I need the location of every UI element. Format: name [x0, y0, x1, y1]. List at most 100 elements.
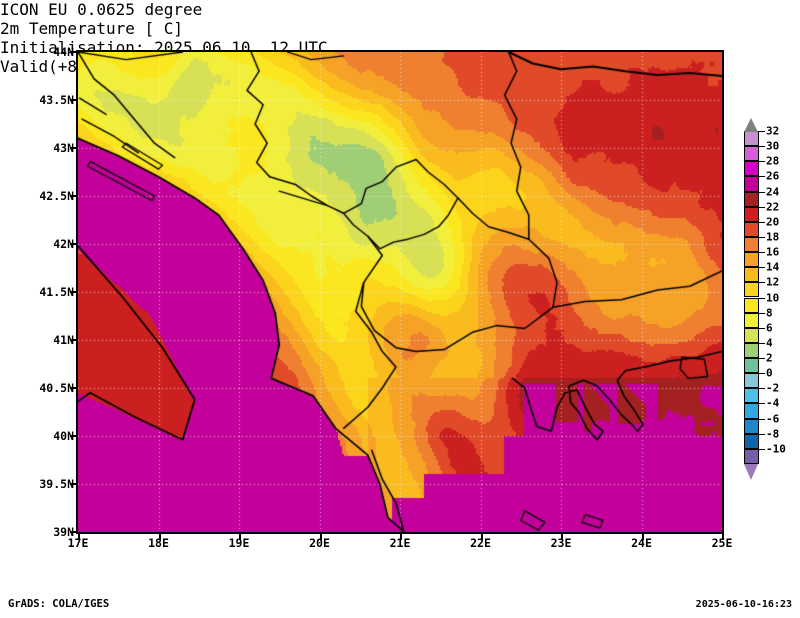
- colorbar-segment: [744, 221, 759, 237]
- lat-tick-label: 44N: [53, 45, 74, 59]
- colorbar-segment: [744, 312, 759, 328]
- colorbar-tick-mark: [759, 403, 765, 405]
- colorbar-segment: [744, 161, 759, 177]
- colorbar-tick-mark: [759, 297, 765, 299]
- colorbar-segment: [744, 388, 759, 404]
- lat-tick-label: 39N: [53, 525, 74, 539]
- colorbar-segment: [744, 236, 759, 253]
- lon-tick-label: 24E: [631, 536, 652, 550]
- lat-tick-mark: [70, 147, 78, 149]
- colorbar-tick-label: 4: [766, 336, 773, 350]
- lat-tick-mark: [70, 291, 78, 293]
- lat-tick-label: 41N: [53, 333, 74, 347]
- lat-tick-label: 41.5N: [39, 285, 74, 299]
- colorbar-over-arrow: [744, 118, 758, 132]
- colorbar-tick-mark: [759, 433, 765, 435]
- colorbar-tick-label: 6: [766, 321, 773, 335]
- lon-tick-label: 20E: [309, 536, 330, 550]
- lon-tick-label: 18E: [148, 536, 169, 550]
- colorbar-tick-label: 2: [766, 351, 773, 365]
- colorbar-tick-label: 28: [766, 154, 780, 168]
- colorbar-tick-label: 26: [766, 169, 780, 183]
- credit-label: GrADS: COLA/IGES: [8, 598, 110, 610]
- colorbar-segment: [744, 373, 759, 389]
- colorbar-segment: [744, 418, 759, 434]
- render-timestamp: 2025-06-10-16:23: [695, 599, 792, 610]
- lon-tick-label: 22E: [470, 536, 491, 550]
- lat-tick-label: 40N: [53, 429, 74, 443]
- lon-tick-mark: [480, 532, 483, 540]
- lon-tick-mark: [319, 532, 322, 540]
- colorbar-tick-label: 18: [766, 230, 780, 244]
- colorbar-tick-label: 8: [766, 306, 773, 320]
- colorbar-tick-label: -2: [766, 381, 780, 395]
- colorbar-tick-mark: [759, 418, 765, 420]
- colorbar-tick-label: -10: [766, 442, 786, 456]
- colorbar-tick-mark: [759, 312, 765, 314]
- colorbar-segment: [744, 282, 759, 298]
- lat-tick-label: 39.5N: [39, 477, 74, 491]
- temperature-heatmap: [78, 52, 722, 532]
- lat-tick-label: 43.5N: [39, 93, 74, 107]
- colorbar-tick-label: 10: [766, 291, 780, 304]
- lon-tick-label: 19E: [228, 536, 250, 550]
- colorbar-segment: [744, 358, 759, 374]
- lat-tick-label: 42.5N: [39, 189, 74, 203]
- colorbar-segment: [744, 131, 759, 147]
- colorbar-segment: [744, 191, 759, 207]
- lon-tick-label: 17E: [67, 536, 89, 550]
- colorbar-tick-mark: [759, 327, 765, 329]
- colorbar-tick-label: 0: [766, 366, 773, 380]
- colorbar-tick-mark: [759, 373, 765, 375]
- lon-tick-mark: [722, 532, 724, 540]
- colorbar-tick-mark: [759, 131, 765, 132]
- lat-tick-mark: [70, 195, 78, 197]
- lon-tick-mark: [641, 532, 644, 540]
- lat-tick-label: 42N: [53, 237, 74, 251]
- colorbar-segment: [744, 176, 759, 192]
- map-plot-area[interactable]: [76, 50, 724, 534]
- colorbar-tick-mark: [759, 206, 765, 208]
- colorbar-tick-label: 12: [766, 275, 780, 289]
- colorbar-segment: [744, 448, 759, 464]
- lon-tick-mark: [78, 532, 80, 540]
- colorbar-tick-label: 30: [766, 139, 780, 153]
- colorbar-tick-label: 22: [766, 200, 780, 214]
- colorbar-tick-mark: [759, 252, 765, 254]
- colorbar-segment: [744, 342, 759, 359]
- colorbar-segment: [744, 433, 759, 449]
- model-title: ICON EU 0.0625 degree: [0, 0, 203, 19]
- lon-tick-label: 25E: [711, 536, 733, 550]
- lat-tick-label: 43N: [53, 141, 74, 155]
- colorbar-tick-label: -6: [766, 412, 780, 426]
- lon-tick-mark: [561, 532, 563, 540]
- colorbar-tick-mark: [759, 176, 765, 178]
- variable-title: 2m Temperature [ C]: [0, 19, 184, 38]
- lon-tick-label: 21E: [389, 536, 411, 550]
- colorbar-tick-mark: [759, 236, 765, 238]
- lat-tick-mark: [70, 51, 78, 53]
- colorbar-segment: [744, 206, 759, 222]
- colorbar-tick-mark: [759, 448, 765, 450]
- lat-tick-mark: [70, 243, 78, 245]
- colorbar-tick-label: 20: [766, 215, 780, 229]
- colorbar-tick-mark: [759, 191, 765, 193]
- colorbar-segment: [744, 252, 759, 268]
- lat-tick-mark: [70, 387, 78, 389]
- lat-tick-mark: [70, 339, 78, 341]
- colorbar-tick-mark: [759, 267, 765, 269]
- colorbar-tick-mark: [759, 146, 765, 148]
- colorbar-tick-label: 14: [766, 260, 780, 274]
- colorbar-tick-mark: [759, 388, 765, 390]
- lon-tick-mark: [239, 532, 241, 540]
- lat-tick-label: 40.5N: [39, 381, 74, 395]
- colorbar-tick-mark: [759, 221, 765, 223]
- colorbar-tick-label: 16: [766, 245, 780, 259]
- lon-tick-label: 23E: [550, 536, 572, 550]
- colorbar[interactable]: [744, 131, 759, 464]
- colorbar-tick-label: 32: [766, 124, 780, 138]
- colorbar-segment: [744, 267, 759, 283]
- colorbar-tick-mark: [759, 358, 765, 360]
- colorbar-under-arrow: [744, 464, 758, 480]
- lat-tick-mark: [70, 483, 78, 485]
